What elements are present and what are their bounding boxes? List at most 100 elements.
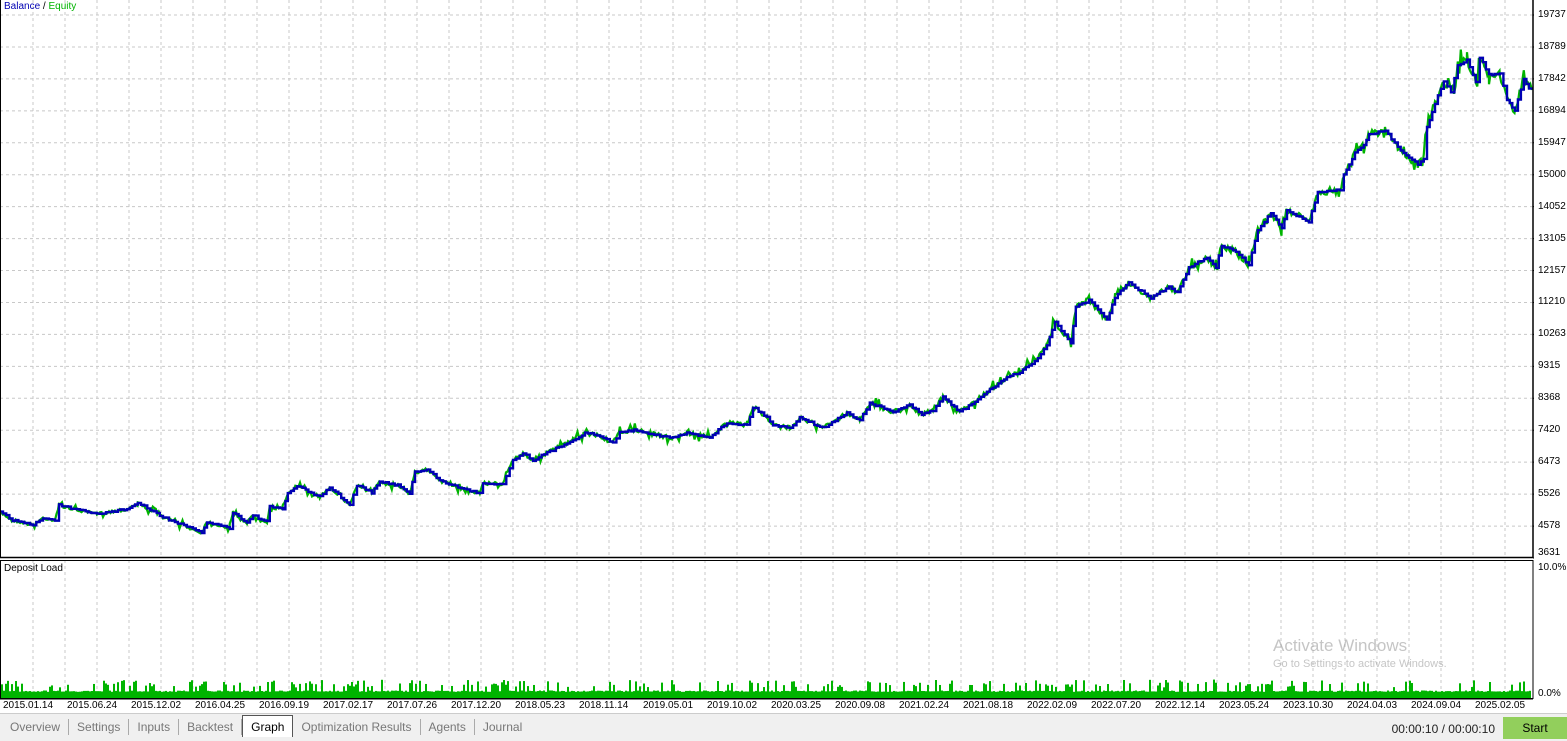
tab-optimization-results[interactable]: Optimization Results	[293, 719, 421, 735]
tab-backtest[interactable]: Backtest	[179, 719, 243, 735]
tab-graph[interactable]: Graph	[242, 715, 294, 737]
deposit-load-bar	[237, 691, 239, 698]
deposit-load-bar	[1137, 691, 1139, 698]
deposit-load-bar	[145, 685, 147, 698]
deposit-load-bar	[427, 691, 429, 698]
deposit-load-bar	[967, 690, 969, 698]
deposit-load-bar	[51, 685, 53, 698]
deposit-load-bar	[515, 686, 517, 698]
deposit-load-bar	[727, 684, 729, 698]
deposit-load-bar	[383, 690, 385, 698]
deposit-load-bar	[1287, 686, 1289, 698]
deposit-load-bar	[535, 691, 537, 698]
deposit-load-bar	[67, 684, 69, 698]
deposit-load-bar	[97, 691, 99, 698]
deposit-load-bar	[449, 691, 451, 698]
deposit-load-bar	[979, 691, 981, 698]
deposit-load-bar	[689, 690, 691, 698]
deposit-load-bar	[1201, 691, 1203, 698]
deposit-load-bar	[739, 691, 741, 698]
deposit-load-bar	[579, 691, 581, 698]
deposit-load-bar	[93, 683, 95, 698]
deposit-load-bar	[791, 681, 793, 698]
deposit-load-bar	[251, 691, 253, 698]
deposit-load-bar	[687, 690, 689, 698]
deposit-load-bar	[1461, 691, 1463, 698]
tab-overview[interactable]: Overview	[2, 719, 70, 735]
x-tick-label: 2017.12.20	[451, 700, 502, 711]
deposit-load-bar	[757, 683, 759, 698]
deposit-load-bar	[177, 690, 179, 698]
deposit-load-bar	[1087, 690, 1089, 698]
deposit-load-bar	[1165, 680, 1167, 698]
deposit-load-bar	[1429, 690, 1431, 698]
deposit-load-bar	[1161, 690, 1163, 698]
x-tick-label: 2024.09.04	[1411, 700, 1462, 711]
deposit-load-bar	[1431, 690, 1433, 698]
deposit-load-bar	[1135, 690, 1137, 698]
x-tick-label: 2016.09.19	[259, 700, 310, 711]
deposit-load-bar	[487, 691, 489, 698]
deposit-load-bar	[1517, 690, 1519, 698]
deposit-load-bar	[1501, 691, 1503, 698]
deposit-load-bar	[1127, 690, 1129, 698]
deposit-load-bar	[749, 680, 751, 698]
deposit-load-bar	[1093, 691, 1095, 698]
deposit-load-bar	[69, 691, 71, 698]
deposit-load-bar	[1371, 691, 1373, 698]
deposit-load-bar	[747, 691, 749, 698]
deposit-load-bar	[629, 680, 631, 698]
deposit-load-bar	[755, 690, 757, 698]
deposit-load-bar	[1289, 686, 1291, 698]
x-tick-label: 2021.08.18	[963, 700, 1014, 711]
deposit-load-bar	[1385, 691, 1387, 698]
deposit-load-bar	[581, 691, 583, 698]
deposit-load-bar	[113, 683, 115, 698]
deposit-load-bar	[191, 680, 193, 698]
deposit-load-bar	[87, 690, 89, 698]
deposit-load-bar	[485, 686, 487, 698]
tab-agents[interactable]: Agents	[421, 719, 475, 735]
deposit-load-bar	[121, 680, 123, 698]
deposit-load-bar	[467, 680, 469, 698]
deposit-load-bar	[163, 691, 165, 698]
deposit-load-bar	[1119, 691, 1121, 698]
x-tick-label: 2019.10.02	[707, 700, 758, 711]
deposit-load-bar	[637, 690, 639, 698]
deposit-load-bar	[1179, 680, 1181, 698]
deposit-load-bar	[575, 691, 577, 698]
deposit-load-bar	[1203, 690, 1205, 698]
deposit-load-bar	[287, 691, 289, 698]
deposit-load-bar	[1007, 691, 1009, 698]
deposit-load-bar	[799, 690, 801, 698]
deposit-load-bar	[417, 691, 419, 698]
deposit-load-bar	[743, 691, 745, 698]
tab-journal[interactable]: Journal	[482, 720, 523, 734]
deposit-load-bar	[1063, 691, 1065, 698]
deposit-load-bar	[703, 690, 705, 698]
deposit-load-bar	[447, 690, 449, 698]
deposit-load-bar	[285, 691, 287, 698]
deposit-load-bar	[1147, 691, 1149, 698]
deposit-load-bar	[1523, 681, 1525, 698]
deposit-load-bar	[907, 690, 909, 698]
deposit-load-bar	[543, 690, 545, 698]
start-button[interactable]: Start	[1503, 717, 1567, 739]
deposit-load-bar	[1241, 691, 1243, 698]
deposit-load-bar	[409, 683, 411, 698]
x-tick-label: 2024.04.03	[1347, 700, 1398, 711]
deposit-load-bar	[1345, 690, 1347, 698]
tab-inputs[interactable]: Inputs	[129, 719, 180, 735]
x-tick-label: 2022.02.09	[1027, 700, 1078, 711]
deposit-load-bar	[1285, 690, 1287, 698]
deposit-load-bar	[567, 686, 569, 698]
deposit-load-bar	[95, 691, 97, 698]
deposit-load-bar	[1383, 691, 1385, 698]
deposit-load-bar	[33, 691, 35, 698]
deposit-load-bar	[1411, 683, 1413, 698]
deposit-load-bar	[1269, 684, 1271, 698]
deposit-load-bar	[451, 685, 453, 698]
deposit-load-bar	[725, 690, 727, 698]
deposit-load-bar	[1219, 691, 1221, 698]
tab-settings[interactable]: Settings	[69, 719, 130, 735]
